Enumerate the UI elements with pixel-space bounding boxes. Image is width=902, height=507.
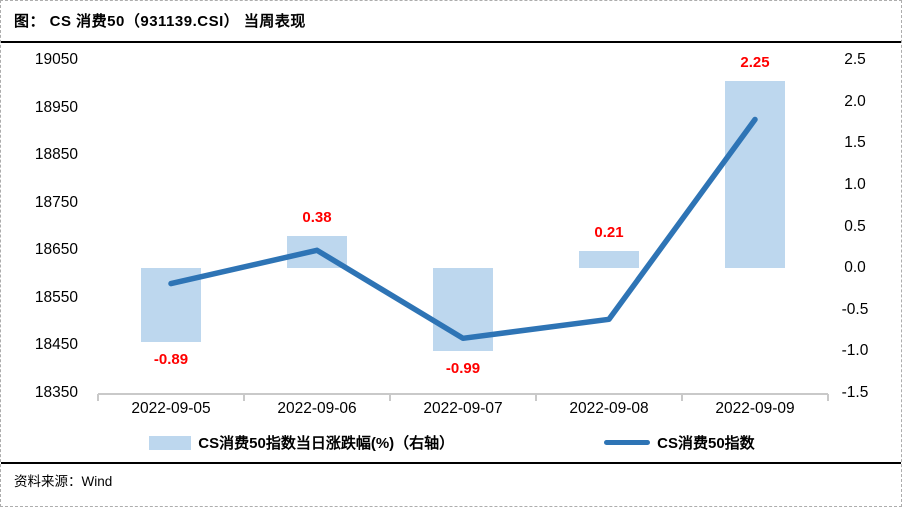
right-axis: 2.5 2.0 1.5 1.0 0.5 0.0 -0.5 -1.0 -1.5: [832, 51, 878, 401]
left-axis-tick: 18350: [34, 384, 78, 401]
bar-series-swatch: [149, 435, 192, 450]
title-divider: [1, 41, 901, 43]
bar-data-label: -0.99: [445, 359, 481, 377]
bar-data-label: 0.38: [302, 209, 332, 227]
source-value: Wind: [81, 474, 113, 489]
right-axis-tick: 0.5: [844, 217, 866, 235]
right-axis-tick: -1.5: [841, 384, 869, 401]
bar: [725, 80, 785, 269]
bar-data-label: 0.21: [594, 223, 624, 241]
left-axis-tick: 18950: [34, 98, 78, 116]
left-axis: 19050 18950 18850 18750 18650 18550 18450 18350: [1, 51, 78, 401]
right-axis-tick: 1.0: [844, 175, 866, 193]
right-axis-tick: 2.0: [844, 92, 866, 110]
left-axis-tick: 19050: [34, 51, 78, 68]
legend-line-label: CS消费50指数: [657, 435, 755, 452]
left-axis-tick: 18450: [34, 336, 78, 354]
x-axis: 2022-09-05 2022-09-06 2022-09-07 2022-09-08…: [98, 400, 828, 420]
right-axis-tick: 0.0: [844, 259, 866, 277]
right-axis-tick: -0.5: [841, 300, 869, 318]
x-axis-label: 2022-09-05: [131, 400, 211, 417]
left-axis-tick: 18850: [34, 146, 78, 164]
x-axis-tick: [389, 394, 391, 401]
left-axis-tick: 18650: [34, 241, 78, 259]
bar: [579, 250, 639, 269]
legend-item-line[interactable]: CS消费50指数: [604, 432, 755, 453]
x-axis-tick: [243, 394, 245, 401]
left-axis-tick: 18550: [34, 288, 78, 306]
plot-area: -0.89 0.38 -0.99 0.21 2.25: [97, 54, 829, 401]
x-axis-label: 2022-09-09: [715, 400, 795, 417]
line-series-swatch: [604, 440, 651, 445]
right-axis-tick: 2.5: [844, 51, 866, 68]
figure-title: 图： CS 消费50（931139.CSI） 当周表现: [14, 13, 306, 30]
legend: CS消费50指数当日涨跌幅(%)（右轴） CS消费50指数: [1, 432, 901, 453]
x-axis-label: 2022-09-06: [277, 400, 357, 417]
x-axis-tick: [535, 394, 537, 401]
index-line-series: [168, 116, 758, 342]
bar-data-label: -0.89: [153, 351, 189, 369]
x-axis-label: 2022-09-07: [423, 400, 503, 417]
bar-data-label: 2.25: [740, 53, 770, 71]
source-note: 资料来源：Wind: [14, 470, 112, 490]
source-label: 资料来源：: [14, 474, 82, 489]
x-axis-tick: [827, 394, 829, 401]
x-axis-tick: [681, 394, 683, 401]
legend-item-bars[interactable]: CS消费50指数当日涨跌幅(%)（右轴）: [149, 432, 454, 453]
footer-divider: [1, 462, 901, 464]
right-axis-tick: -1.0: [841, 342, 869, 360]
left-axis-tick: 18750: [34, 193, 78, 211]
x-axis-tick: [97, 394, 99, 401]
right-axis-tick: 1.5: [844, 134, 866, 152]
x-axis-label: 2022-09-08: [569, 400, 649, 417]
x-axis-line: [98, 393, 828, 395]
legend-bar-label: CS消费50指数当日涨跌幅(%)（右轴）: [198, 435, 455, 452]
